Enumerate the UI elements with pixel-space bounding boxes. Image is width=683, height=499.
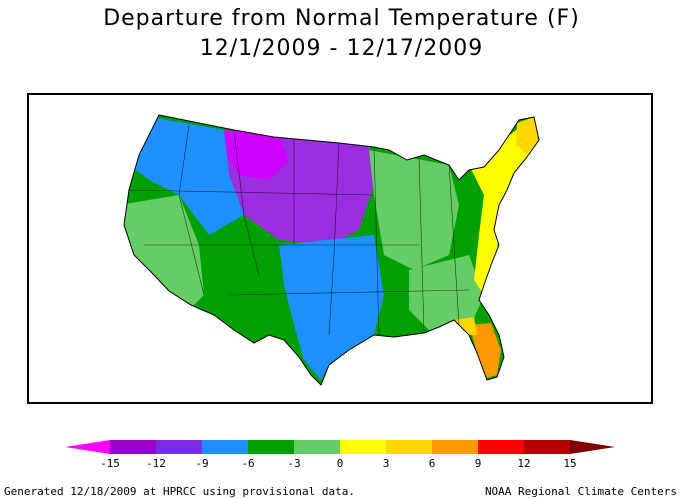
legend-tick-label: -15 [100,457,120,470]
legend-tick-label: -6 [241,457,254,470]
legend-tick-label: 15 [563,457,576,470]
us-temperature-map [123,114,540,386]
legend-tick-label: -3 [287,457,300,470]
footer-source: NOAA Regional Climate Centers [484,485,677,498]
legend-swatch [524,440,570,454]
region-west-light-green [124,195,204,310]
map-frame [27,93,653,404]
legend-swatch [432,440,478,454]
legend-swatch [248,440,294,454]
legend-tick-label: 9 [475,457,482,470]
map-subtitle: 12/1/2009 - 12/17/2009 [199,36,484,61]
legend-swatch [340,440,386,454]
region-northwest-blue [129,115,244,235]
legend-swatch [202,440,248,454]
legend-tick-label: 0 [337,457,344,470]
legend-arrow-left [65,440,110,454]
legend-tick-label: 12 [517,457,530,470]
legend-tick-label: -9 [195,457,208,470]
legend-swatch [156,440,202,454]
region-new-england-gold [516,117,539,155]
region-southeast-light-green [409,255,484,330]
state-boundaries [128,124,470,336]
legend-arrow-right [570,440,615,454]
region-southern-plains-blue [279,235,384,380]
legend-tick-label: -12 [146,457,166,470]
color-legend: -15 -12 -9 -6 -3 0 3 6 9 12 15 [65,440,615,470]
region-florida-gold [454,317,477,335]
legend-tick-label: 3 [383,457,390,470]
region-florida-orange [469,323,501,378]
map-title: Departure from Normal Temperature (F) [103,6,580,31]
us-outline [123,114,540,386]
region-montana-magenta [224,130,289,180]
legend-swatch [386,440,432,454]
region-midwest-light-green [369,150,459,270]
footer-generated-note: Generated 12/18/2009 at HPRCC using prov… [4,485,355,498]
legend-tick-label: 6 [429,457,436,470]
legend-swatch [294,440,340,454]
legend-swatch [110,440,156,454]
legend-swatch [478,440,524,454]
